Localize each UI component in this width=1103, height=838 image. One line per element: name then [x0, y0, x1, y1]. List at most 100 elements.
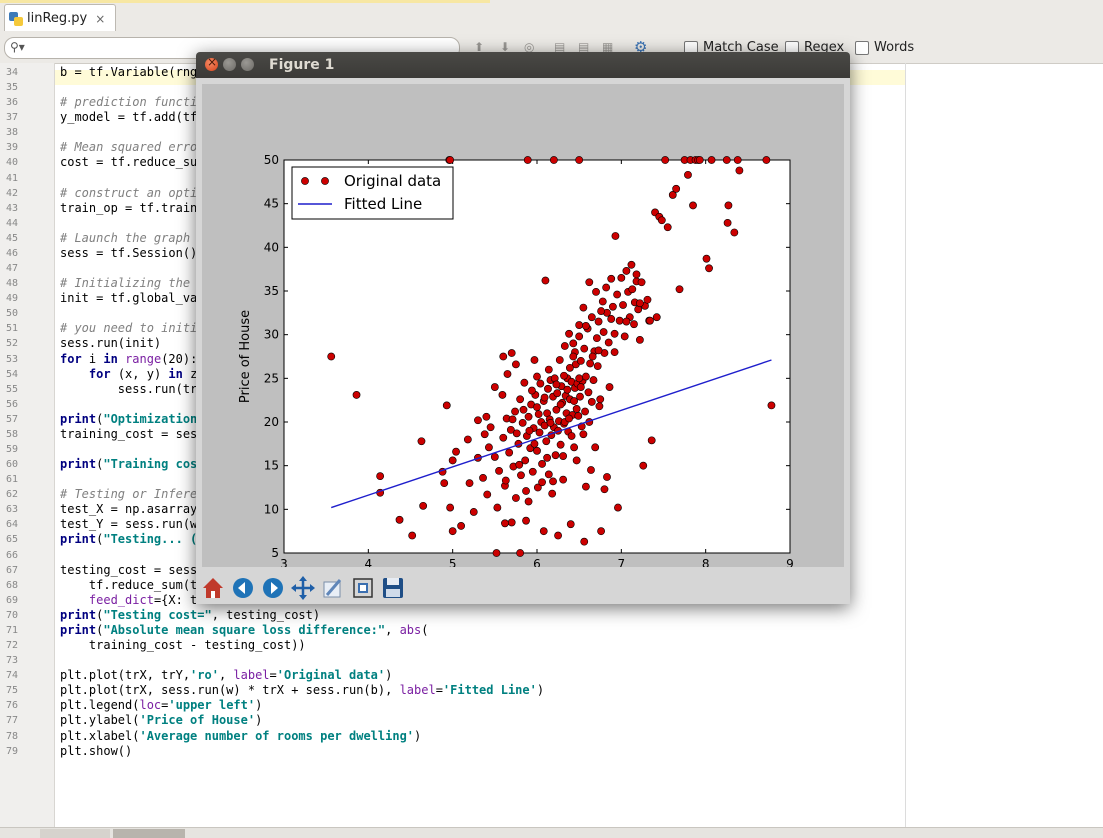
pan-icon[interactable] — [290, 575, 316, 601]
code-line[interactable]: # you need to initi — [60, 321, 198, 336]
data-point — [608, 302, 617, 311]
window-close-icon[interactable] — [205, 55, 218, 71]
line-number: 37 — [6, 112, 19, 124]
data-point — [582, 372, 590, 381]
data-point — [581, 407, 589, 416]
code-line[interactable]: plt.show() — [60, 743, 133, 758]
code-line[interactable]: training_cost = ses — [60, 426, 198, 441]
data-point — [579, 430, 588, 439]
forward-icon[interactable] — [260, 575, 286, 601]
data-point — [597, 527, 605, 536]
configure-subplots-icon[interactable] — [320, 575, 346, 601]
line-number: 72 — [6, 640, 19, 652]
figure-titlebar[interactable]: Figure 1 — [196, 52, 850, 78]
code-line[interactable]: print("Absolute mean square loss differe… — [60, 622, 429, 637]
data-point — [543, 453, 552, 462]
data-point — [579, 303, 588, 312]
data-point — [516, 395, 525, 404]
code-line[interactable]: sess.run(tr — [60, 381, 198, 396]
y-tick-label: 35 — [264, 284, 279, 298]
code-line[interactable]: training_cost - testing_cost)) — [60, 638, 306, 653]
code-line[interactable]: print("Optimization — [60, 411, 198, 426]
close-tab-icon[interactable]: × — [95, 11, 106, 26]
code-line[interactable]: for (x, y) in z — [88, 366, 198, 381]
line-number: 61 — [6, 474, 19, 486]
data-point — [605, 383, 614, 391]
code-line[interactable]: test_Y = sess.run(w — [60, 517, 198, 532]
code-line[interactable]: sess = tf.Session() — [60, 245, 198, 260]
code-line[interactable]: plt.ylabel('Price of House') — [60, 713, 263, 728]
code-line[interactable]: testing_cost = sess — [60, 562, 198, 577]
find-all-icon[interactable]: ◎ — [524, 40, 535, 54]
code-line[interactable]: train_op = tf.train — [60, 200, 198, 215]
data-point — [352, 391, 361, 399]
data-point — [610, 348, 619, 357]
save-icon[interactable] — [380, 575, 406, 601]
zoom-icon[interactable] — [350, 575, 376, 601]
code-line[interactable]: plt.plot(trX, trY,'ro', label='Original … — [60, 668, 393, 683]
code-line[interactable]: # Initializing the — [60, 276, 198, 291]
code-line[interactable]: plt.legend(loc='upper left') — [60, 698, 263, 713]
back-icon[interactable] — [230, 575, 256, 601]
code-line[interactable]: # Mean squared erro — [60, 140, 198, 155]
code-line[interactable]: plt.plot(trX, sess.run(w) * trX + sess.r… — [60, 683, 545, 698]
code-line[interactable]: # construct an opti — [60, 185, 198, 200]
data-point — [600, 485, 609, 494]
data-point — [542, 437, 551, 446]
code-line[interactable]: # Testing or Infere — [60, 487, 198, 502]
line-number: 58 — [6, 428, 19, 440]
find-select-icon[interactable]: ▦ — [602, 40, 614, 54]
code-line[interactable]: feed_dict={X: t — [88, 592, 198, 607]
data-point — [668, 191, 677, 199]
data-point — [544, 384, 552, 393]
find-up-arrow-icon[interactable]: ⬆ — [474, 40, 485, 54]
code-line[interactable]: # prediction functi — [60, 95, 198, 110]
y-tick-label: 15 — [264, 459, 279, 473]
data-point — [622, 317, 631, 326]
code-line[interactable]: cost = tf.reduce_su — [60, 155, 198, 170]
home-icon[interactable] — [200, 575, 226, 601]
bottom-tab-active[interactable] — [113, 829, 185, 838]
code-line[interactable]: sess.run(init) — [60, 336, 162, 351]
checkbox-box[interactable] — [855, 40, 869, 55]
data-point — [592, 287, 600, 296]
file-tab[interactable]: linReg.py × — [4, 4, 117, 32]
match-case-checkbox[interactable]: Match Case — [684, 40, 779, 55]
gear-icon[interactable]: ⚙ — [634, 38, 648, 56]
data-point — [570, 397, 579, 405]
data-point — [652, 313, 661, 322]
data-point — [695, 156, 704, 164]
data-point — [512, 360, 520, 369]
data-point — [548, 489, 557, 498]
code-line[interactable]: b = tf.Variable(rng — [60, 65, 198, 79]
data-point — [617, 273, 626, 282]
code-line[interactable]: test_X = np.asarray — [60, 502, 198, 517]
bottom-tab[interactable] — [40, 829, 110, 838]
data-point — [505, 448, 514, 457]
find-next-match-icon[interactable]: ▤ — [578, 40, 590, 54]
data-point — [516, 549, 525, 557]
window-maximize-icon[interactable] — [241, 58, 254, 71]
code-line[interactable]: init = tf.global_va — [60, 291, 198, 306]
plot-canvas[interactable]: 34567895101520253035404550Average number… — [202, 84, 844, 567]
data-point — [499, 433, 508, 442]
code-line[interactable]: # Launch the graph — [60, 230, 198, 245]
regex-checkbox[interactable]: Regex — [785, 40, 844, 55]
data-point — [592, 334, 601, 343]
data-point — [524, 412, 533, 421]
data-point — [637, 278, 646, 287]
code-line[interactable]: print("Training cost — [60, 457, 205, 472]
code-line[interactable]: plt.xlabel('Average number of rooms per … — [60, 728, 422, 743]
words-checkbox[interactable]: Words — [855, 40, 914, 55]
data-point — [567, 432, 576, 440]
code-line[interactable]: tf.reduce_sum(t — [60, 577, 198, 592]
code-line[interactable]: print("Testing cost=", testing_cost) — [60, 607, 321, 622]
data-point — [533, 372, 541, 381]
code-line[interactable]: print("Testing... ( — [60, 532, 198, 547]
data-point — [607, 274, 616, 283]
code-line[interactable]: for i in range(20): — [60, 351, 198, 366]
find-prev-match-icon[interactable]: ▤ — [554, 40, 566, 54]
code-line[interactable]: y_model = tf.add(tf — [60, 110, 198, 125]
window-minimize-icon[interactable] — [223, 58, 236, 71]
find-down-arrow-icon[interactable]: ⬇ — [500, 40, 511, 54]
